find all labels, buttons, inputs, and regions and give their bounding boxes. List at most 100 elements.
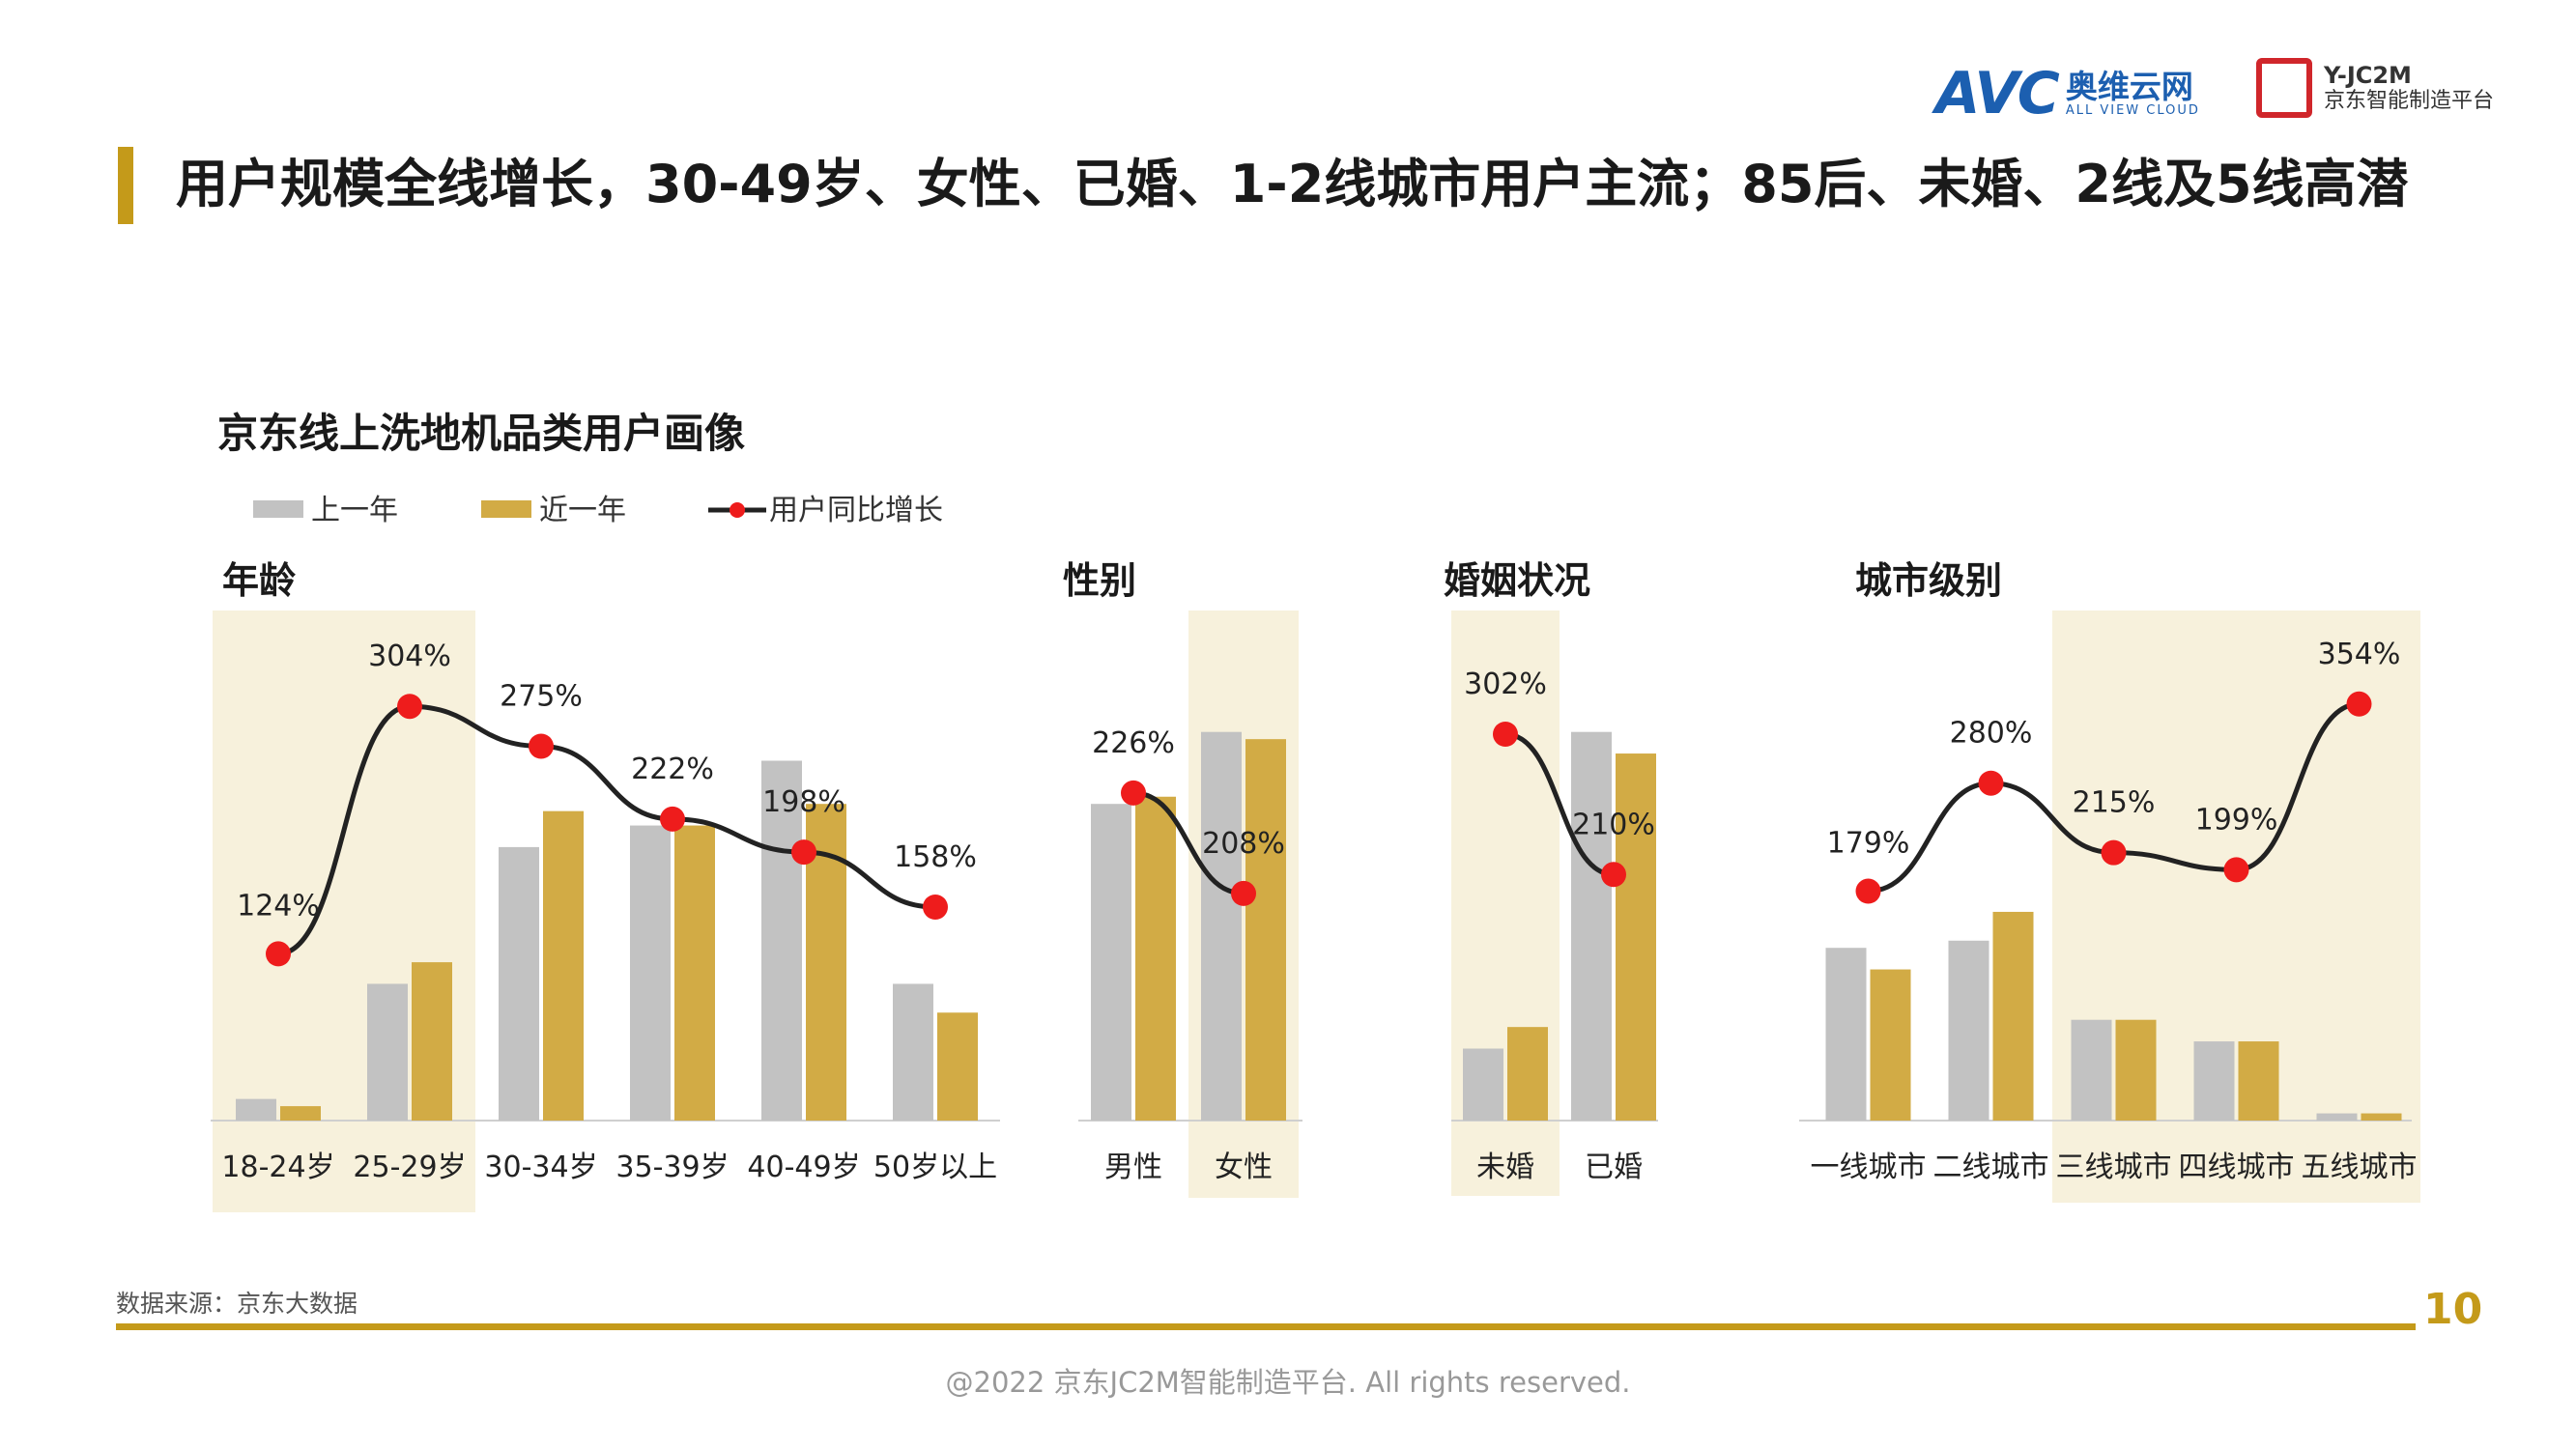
title-accent-bar	[118, 147, 133, 224]
bar-recent-year	[412, 962, 452, 1121]
panel-header: 年龄	[222, 559, 296, 602]
bar-recent-year	[1992, 911, 2034, 1121]
growth-point	[660, 806, 685, 832]
jc2m-logo-icon	[2256, 58, 2312, 118]
bar-recent-year	[1616, 753, 1656, 1121]
bar-recent-year	[543, 810, 584, 1121]
bar-recent-year	[280, 1106, 321, 1121]
bar-recent-year	[1135, 796, 1176, 1121]
growth-label: 199%	[2195, 803, 2278, 837]
growth-label: 354%	[2318, 638, 2401, 671]
category-label: 二线城市	[1933, 1151, 2049, 1184]
panel-header: 性别	[1063, 559, 1136, 602]
jc2m-logo-line2: 京东智能制造平台	[2324, 89, 2495, 114]
chart-title: 京东线上洗地机品类用户画像	[217, 410, 745, 457]
growth-label: 210%	[1572, 808, 1655, 841]
avc-logo: AVC 奥维云网 ALL VIEW CLOUD	[1935, 60, 2200, 128]
bar-recent-year	[937, 1012, 978, 1121]
growth-point	[791, 839, 816, 866]
growth-label: 158%	[894, 840, 977, 874]
avc-logo-cn: 奥维云网	[2065, 67, 2193, 105]
growth-point	[529, 733, 554, 759]
panel-header: 婚姻状况	[1444, 559, 1590, 602]
growth-label: 208%	[1202, 827, 1285, 861]
legend-label-growth: 用户同比增长	[769, 494, 943, 527]
legend-label-recent-year: 近一年	[539, 494, 626, 527]
user-profile-chart: 京东线上洗地机品类用户画像 上一年 近一年 用户同比增长 年龄 18-24岁 25-…	[211, 410, 2420, 1212]
bar-prev-year	[1201, 731, 1242, 1121]
growth-label: 304%	[368, 639, 451, 673]
copyright-notice: @2022 京东JC2M智能制造平台. All rights reserved.	[945, 1366, 1631, 1399]
bar-prev-year	[893, 983, 933, 1121]
page-number: 10	[2423, 1285, 2483, 1334]
bar-recent-year	[2238, 1041, 2279, 1121]
legend-swatch-recent-year	[481, 500, 531, 518]
jd-jc2m-logo: Y-JC2M 京东智能制造平台	[2256, 58, 2494, 118]
bar-prev-year	[367, 983, 408, 1121]
growth-point	[1978, 770, 2004, 796]
bar-prev-year	[236, 1098, 276, 1121]
category-label: 未婚	[1476, 1151, 1534, 1184]
category-label: 三线城市	[2056, 1151, 2172, 1184]
bar-prev-year	[1091, 804, 1131, 1121]
avc-logo-mark: AVC	[1935, 60, 2060, 128]
bar-recent-year	[2115, 1019, 2157, 1121]
highlight-band	[2052, 611, 2175, 1203]
growth-label: 222%	[631, 753, 714, 786]
page-title: 用户规模全线增长，30-49岁、女性、已婚、1-2线城市用户主流；85后、未婚、…	[176, 154, 2409, 214]
growth-point	[2346, 691, 2372, 717]
chart-panels: 年龄 18-24岁 25-29岁 30-34岁 35-39岁 40-49岁 50岁以上 124…	[211, 559, 2420, 1212]
growth-point	[397, 694, 422, 720]
bar-prev-year	[2071, 1019, 2112, 1121]
category-label: 男性	[1104, 1151, 1162, 1184]
bar-prev-year	[499, 846, 539, 1121]
bar-prev-year	[1948, 940, 1989, 1121]
growth-label: 280%	[1950, 717, 2033, 751]
avc-logo-en: ALL VIEW CLOUD	[2065, 102, 2200, 118]
bar-prev-year	[1825, 948, 1867, 1121]
growth-line	[1504, 731, 1615, 877]
growth-line	[1132, 790, 1245, 896]
bar-prev-year	[1463, 1048, 1503, 1121]
footer-divider	[116, 1323, 2416, 1330]
bar-recent-year	[1507, 1027, 1548, 1121]
category-label: 40-49岁	[747, 1151, 860, 1184]
bar-prev-year	[2193, 1041, 2235, 1121]
category-label: 已婚	[1585, 1151, 1643, 1184]
category-label: 25-29岁	[353, 1151, 466, 1184]
bar-recent-year	[2361, 1113, 2402, 1121]
growth-point	[1601, 862, 1626, 888]
growth-label: 179%	[1827, 827, 1910, 861]
bar-recent-year	[1245, 739, 1286, 1121]
growth-label: 302%	[1464, 668, 1547, 701]
growth-point	[1855, 878, 1881, 904]
panel-header: 城市级别	[1855, 559, 2002, 602]
category-label: 30-34岁	[484, 1151, 597, 1184]
data-source-note: 数据来源：京东大数据	[116, 1290, 358, 1318]
bar-prev-year	[630, 825, 671, 1121]
growth-label: 275%	[500, 680, 583, 714]
category-label: 五线城市	[2302, 1151, 2418, 1184]
legend-marker-growth	[730, 502, 745, 518]
category-label: 50岁以上	[873, 1151, 997, 1184]
legend-label-prev-year: 上一年	[311, 494, 398, 527]
growth-point	[923, 895, 948, 920]
growth-label: 124%	[237, 889, 320, 923]
legend-swatch-prev-year	[253, 500, 303, 518]
bar-recent-year	[1870, 969, 1911, 1121]
chart-legend: 上一年 近一年 用户同比增长	[253, 494, 943, 527]
growth-point	[2223, 857, 2249, 883]
category-label: 35-39岁	[615, 1151, 729, 1184]
growth-point	[1231, 880, 1256, 906]
category-label: 四线城市	[2179, 1151, 2295, 1184]
bar-prev-year	[761, 760, 802, 1121]
category-label: 女性	[1215, 1151, 1273, 1184]
category-label: 18-24岁	[221, 1151, 334, 1184]
highlight-band	[213, 611, 344, 1212]
bar-prev-year	[1571, 731, 1612, 1121]
jc2m-logo-line1: Y-JC2M	[2324, 61, 2412, 89]
growth-point	[2101, 839, 2127, 866]
growth-label: 226%	[1092, 726, 1175, 760]
